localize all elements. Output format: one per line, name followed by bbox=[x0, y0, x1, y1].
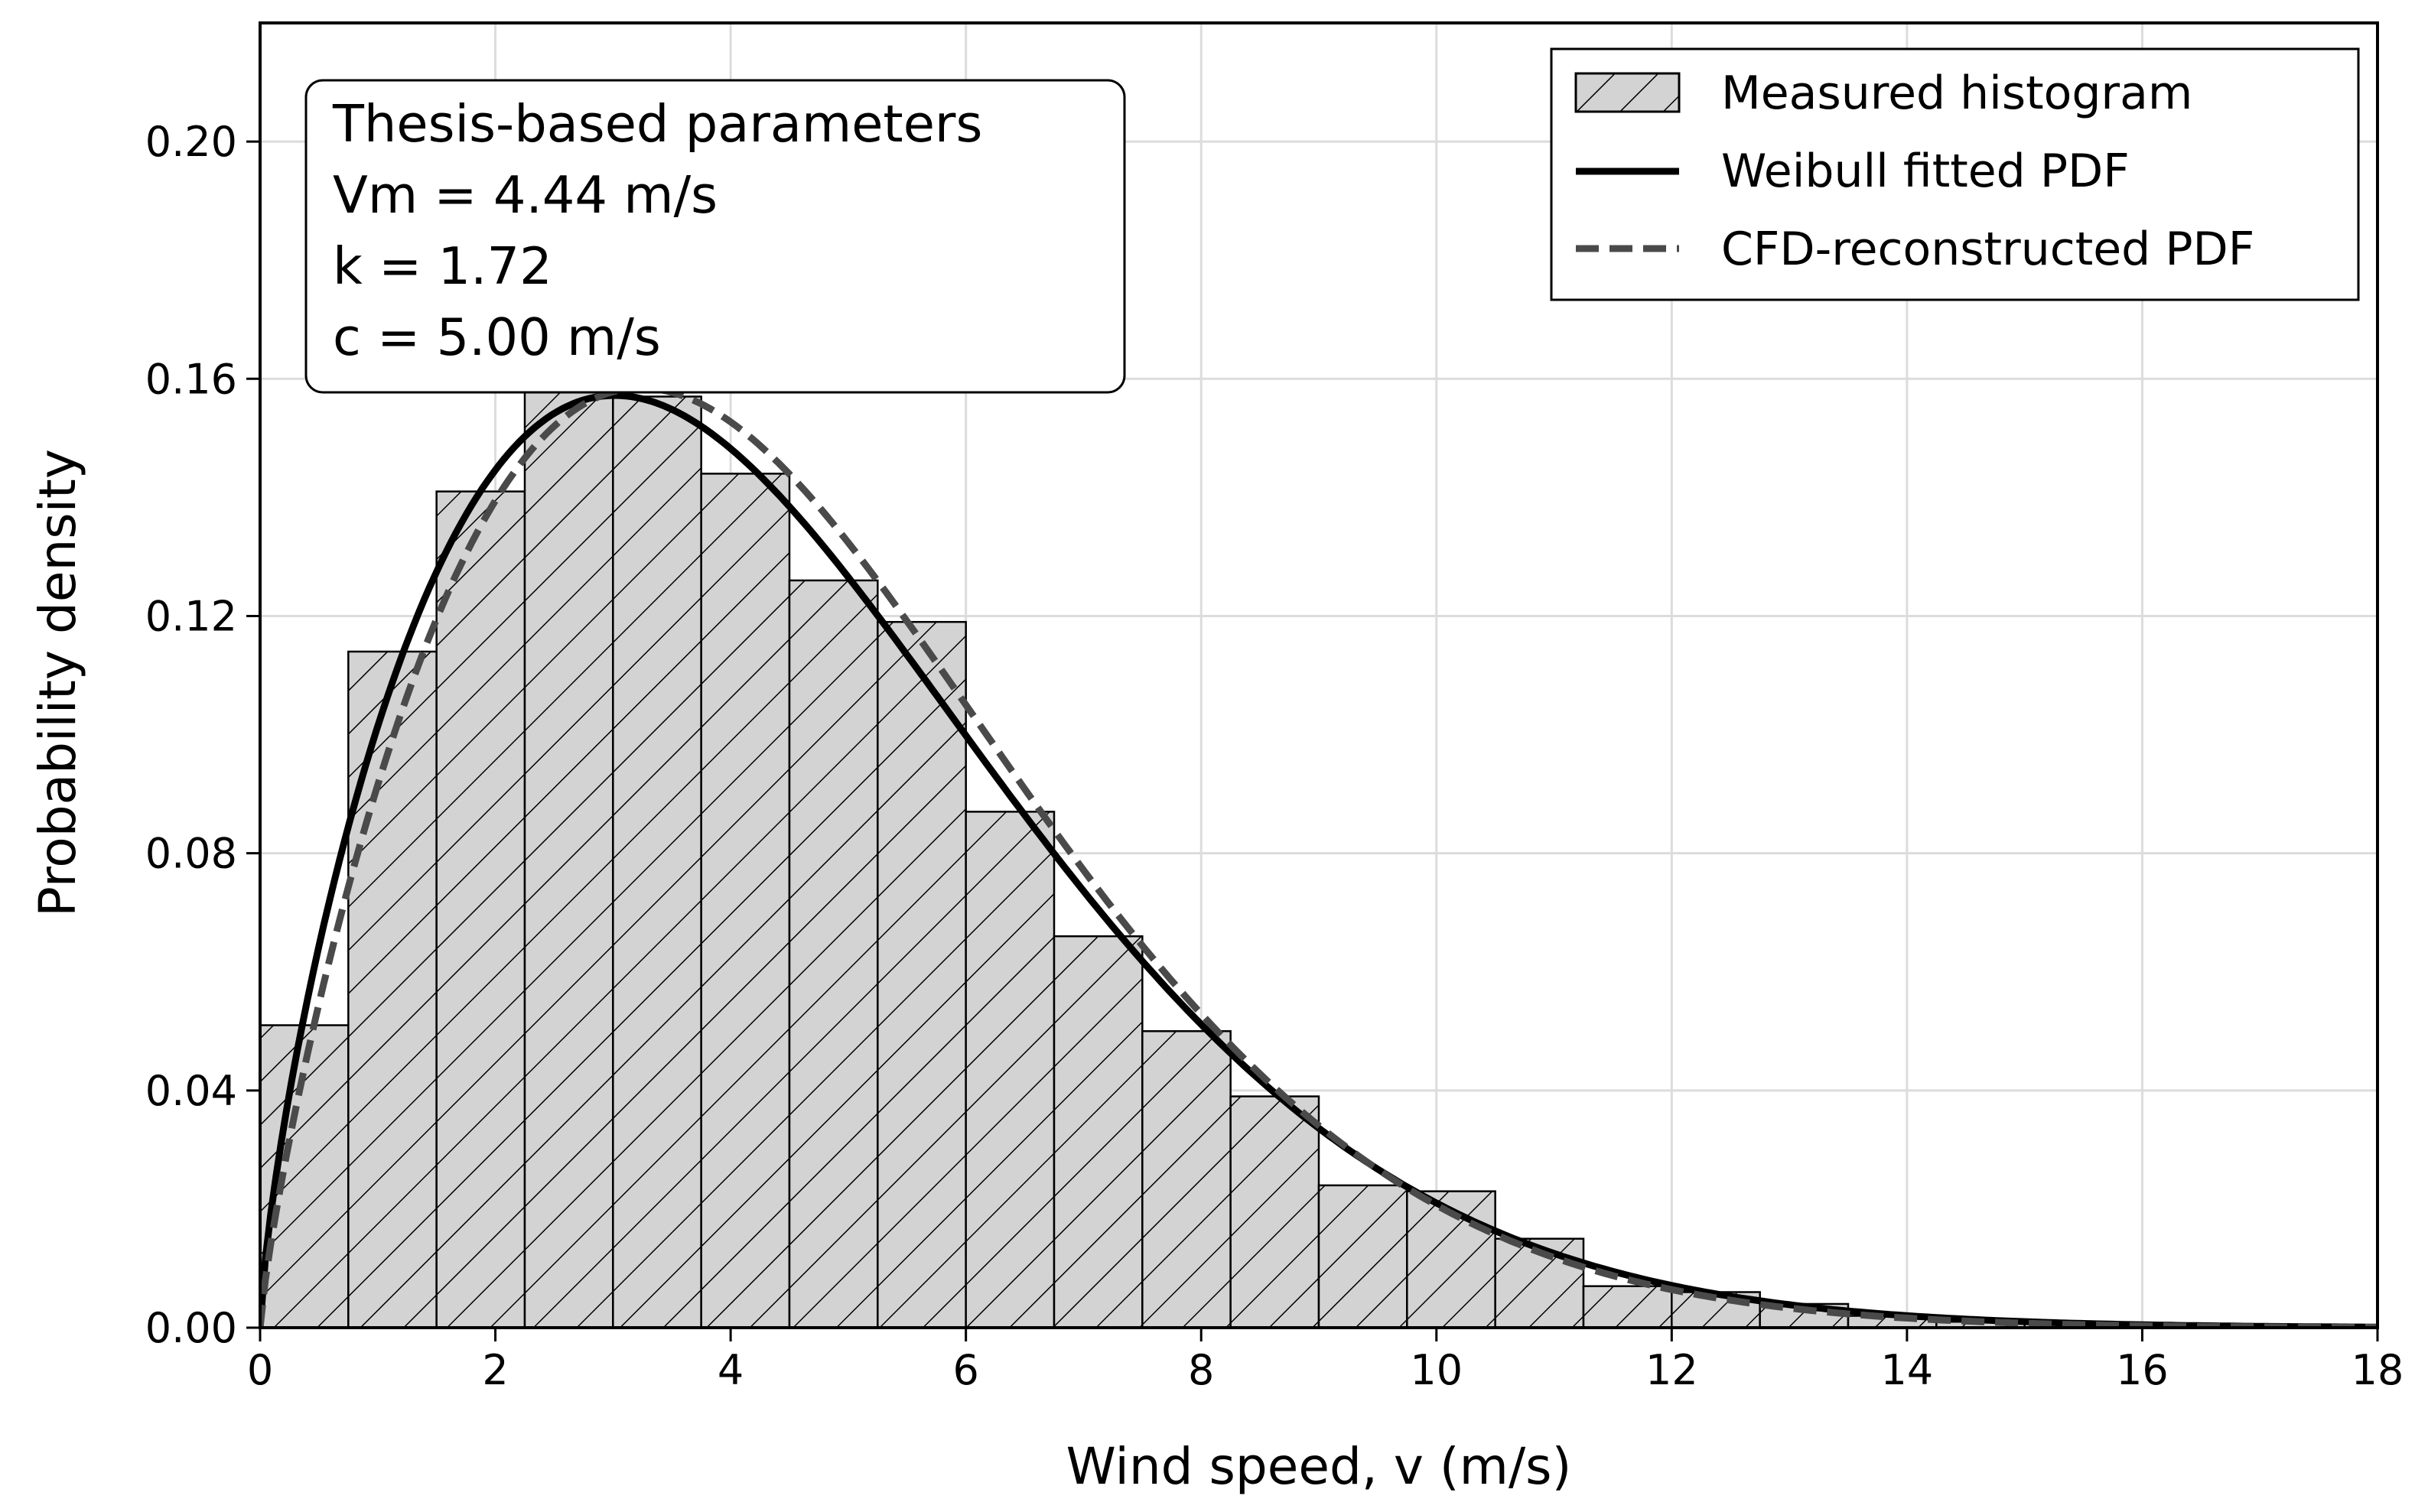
annotation-box bbox=[304, 79, 1126, 394]
parameters-annotation: Thesis-based parameters Vm = 4.44 m/s k … bbox=[304, 79, 1126, 394]
legend-label-weibull: Weibull fitted PDF bbox=[1721, 145, 2130, 198]
histogram-bar bbox=[965, 811, 1056, 1329]
y-tick-label: 0.04 bbox=[145, 1067, 237, 1115]
y-tick-label: 0.00 bbox=[145, 1304, 237, 1352]
histogram-bar bbox=[612, 395, 702, 1329]
annotation-k: k = 1.72 bbox=[333, 236, 552, 296]
histogram-bar bbox=[1317, 1184, 1408, 1329]
histogram-bar bbox=[1582, 1285, 1673, 1329]
y-tick-label: 0.08 bbox=[145, 830, 237, 878]
histogram-bar bbox=[1141, 1030, 1232, 1329]
x-tick-label: 10 bbox=[1410, 1346, 1463, 1394]
x-tick-label: 8 bbox=[1188, 1346, 1214, 1394]
legend-label-cfd: CFD-reconstructed PDF bbox=[1721, 223, 2254, 276]
y-tick-label: 0.16 bbox=[145, 355, 237, 403]
weibull-pdf-line bbox=[260, 392, 2378, 1328]
y-tick-label: 0.20 bbox=[145, 118, 237, 166]
x-axis-label: Wind speed, v (m/s) bbox=[1066, 1437, 1572, 1496]
x-tick-label: 12 bbox=[1645, 1346, 1698, 1394]
x-tick-label: 18 bbox=[2352, 1346, 2404, 1394]
legend-label-histogram: Measured histogram bbox=[1721, 67, 2192, 120]
histogram-bar bbox=[700, 473, 791, 1329]
histogram-bars bbox=[259, 389, 2379, 1329]
histogram-bar bbox=[788, 579, 879, 1329]
plot-frame bbox=[259, 21, 2379, 1329]
x-tick-label: 2 bbox=[482, 1346, 508, 1394]
histogram-bar bbox=[347, 650, 438, 1329]
x-tick-label: 6 bbox=[952, 1346, 978, 1394]
axis-ticks: 0 2 4 6 8 10 12 14 16 18 0.00 0.04 0.08 0.12 0.16 0.20 bbox=[145, 118, 2404, 1394]
annotation-vm: Vm = 4.44 m/s bbox=[333, 165, 718, 225]
y-tick-label: 0.12 bbox=[145, 592, 237, 640]
x-tick-label: 14 bbox=[1881, 1346, 1934, 1394]
legend-swatch-histogram bbox=[1574, 72, 1681, 113]
legend-box bbox=[1550, 47, 2360, 301]
legend: Measured histogram Weibull fitted PDF CF… bbox=[1550, 47, 2360, 301]
histogram-bar bbox=[877, 620, 967, 1329]
annotation-c: c = 5.00 m/s bbox=[333, 307, 661, 367]
y-axis-label: Probability density bbox=[28, 449, 87, 917]
histogram-bar bbox=[1053, 935, 1144, 1329]
x-tick-label: 0 bbox=[247, 1346, 273, 1394]
x-tick-label: 16 bbox=[2116, 1346, 2169, 1394]
histogram-bar bbox=[523, 389, 614, 1329]
annotation-title: Thesis-based parameters bbox=[332, 94, 982, 154]
histogram-bar bbox=[1229, 1095, 1320, 1329]
histogram-bar bbox=[435, 490, 526, 1329]
x-tick-label: 4 bbox=[718, 1346, 744, 1394]
